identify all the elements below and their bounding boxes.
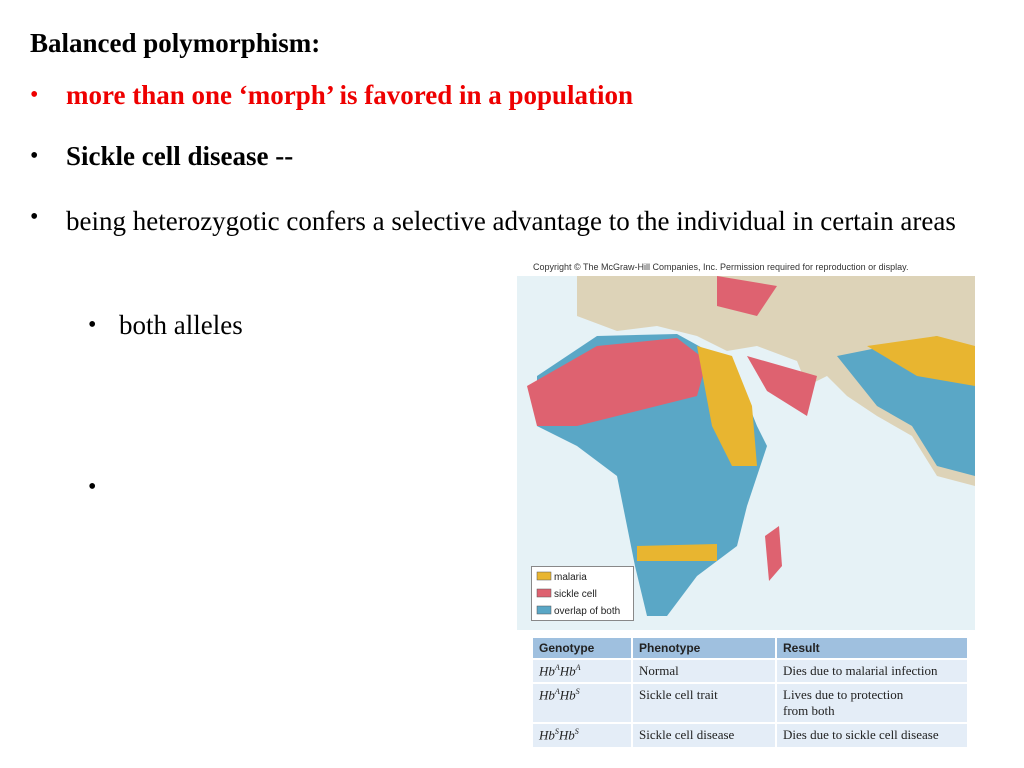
phenotype-cell: Normal (631, 657, 777, 685)
allele: S (574, 727, 579, 737)
title: Balanced polymorphism: (30, 28, 321, 58)
result-line: from both (783, 703, 835, 719)
result-cell: Dies due to sickle cell disease (775, 722, 969, 749)
phenotype-cell: Sickle cell trait (631, 682, 777, 725)
legend-label: malaria (554, 572, 587, 583)
genotype-cell: HbSHbS (531, 722, 633, 749)
allele: A (575, 663, 581, 672)
header-cell: Phenotype (631, 636, 777, 660)
genotype-cell: HbAHbA (531, 657, 633, 685)
legend-label: sickle cell (554, 589, 597, 600)
phenotype-cell: Sickle cell disease (631, 722, 777, 749)
table-row: HbAHbA Normal Dies due to malarial infecti… (531, 657, 969, 685)
bullet-dot: • (88, 312, 97, 338)
table-row: HbSHbS Sickle cell disease Dies due to sic… (531, 722, 969, 749)
allele: S (575, 687, 580, 697)
gene-base: Hb (559, 663, 576, 679)
legend: malaria sickle cell overlap of both (531, 566, 634, 621)
sub-bullet: both alleles (119, 310, 243, 340)
allele: A (554, 687, 560, 697)
gene-base: Hb (539, 727, 555, 743)
gene-base: Hb (559, 687, 576, 703)
result-line: Dies due to sickle cell disease (783, 727, 939, 743)
allele: A (554, 663, 560, 672)
bullet-dot: • (30, 204, 39, 230)
bullet-dot: • (30, 82, 39, 108)
allele: S (554, 727, 559, 737)
table-row: HbAHbS Sickle cell trait Lives due to prot… (531, 682, 969, 725)
gene-base: Hb (539, 687, 555, 703)
copyright: Copyright © The McGraw-Hill Companies, I… (533, 262, 909, 272)
bullet-dot: • (88, 474, 97, 500)
bullet: more than one ‘morph’ is favored in a po… (66, 80, 634, 110)
gene-base: Hb (558, 727, 575, 743)
legend-label: overlap of both (554, 606, 620, 617)
result-line: Lives due to protection (783, 687, 904, 703)
bullet-dot: • (30, 143, 39, 169)
header-cell: Result (775, 636, 969, 660)
result-cell: Lives due to protection from both (775, 682, 969, 725)
bullet: being heterozygotic confers a selective … (66, 206, 956, 236)
result-line: Dies due to malarial infection (783, 663, 938, 678)
genotype-table: Genotype Phenotype Result HbAHbA Normal Dies… (531, 636, 969, 749)
header-cell: Genotype (531, 636, 633, 660)
genotype-cell: HbAHbS (531, 682, 633, 725)
result-cell: Dies due to malarial infection (775, 657, 969, 685)
bullet: Sickle cell disease -- (66, 141, 294, 171)
gene-base: Hb (539, 663, 555, 679)
